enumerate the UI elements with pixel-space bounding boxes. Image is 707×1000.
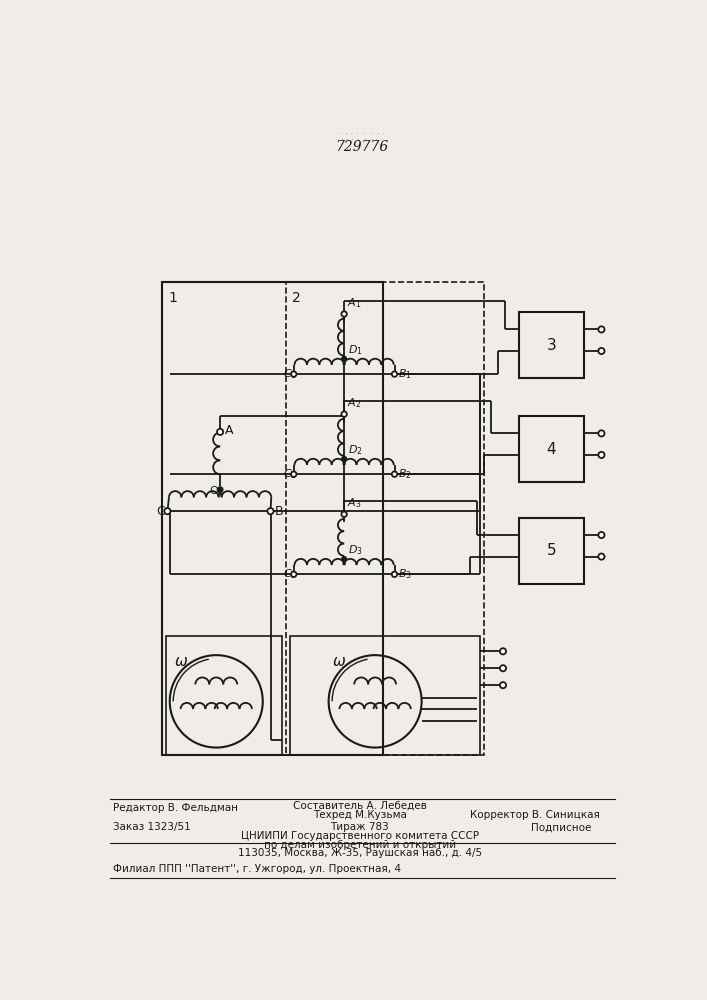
Text: 5: 5: [547, 543, 556, 558]
Circle shape: [500, 682, 506, 688]
Circle shape: [598, 326, 604, 333]
Text: B: B: [275, 505, 284, 518]
Circle shape: [341, 557, 346, 561]
Text: 2: 2: [292, 291, 301, 305]
Text: C: C: [156, 505, 165, 518]
Text: $\omega$: $\omega$: [332, 654, 346, 669]
Circle shape: [164, 508, 170, 514]
Text: $C_3$: $C_3$: [283, 567, 297, 581]
Text: 3: 3: [547, 338, 556, 353]
Text: Техред М.Кузьма: Техред М.Кузьма: [312, 810, 407, 820]
Circle shape: [291, 371, 296, 377]
Bar: [290, 636, 480, 755]
Circle shape: [341, 456, 346, 461]
Circle shape: [598, 348, 604, 354]
Text: Заказ 1323/51: Заказ 1323/51: [113, 822, 191, 832]
Text: Составитель А. Лебедев: Составитель А. Лебедев: [293, 801, 426, 811]
Circle shape: [598, 452, 604, 458]
Text: Корректор В. Синицкая: Корректор В. Синицкая: [470, 810, 600, 820]
Text: $C_2$: $C_2$: [283, 467, 297, 481]
Circle shape: [341, 411, 347, 417]
Text: Подписное: Подписное: [531, 822, 591, 832]
Text: $B_1$: $B_1$: [397, 367, 411, 381]
Circle shape: [341, 512, 347, 517]
Text: $A_2$: $A_2$: [347, 396, 361, 410]
Circle shape: [217, 429, 223, 435]
Circle shape: [500, 648, 506, 654]
Circle shape: [392, 371, 397, 377]
Text: Редактор В. Фельдман: Редактор В. Фельдман: [113, 803, 238, 813]
Text: $D_1$: $D_1$: [348, 343, 363, 357]
Circle shape: [341, 356, 346, 361]
Bar: [162, 282, 383, 755]
Text: O: O: [209, 486, 218, 496]
Text: $B_2$: $B_2$: [397, 467, 411, 481]
Circle shape: [291, 572, 296, 577]
Bar: [286, 282, 484, 755]
Text: . . . .  .  . . .: . . . . . . . .: [339, 127, 385, 136]
Circle shape: [291, 472, 296, 477]
Text: 729776: 729776: [335, 140, 389, 154]
Circle shape: [392, 572, 397, 577]
Text: $A_3$: $A_3$: [347, 497, 362, 510]
Text: $D_2$: $D_2$: [348, 443, 363, 457]
Text: . . . .  . . . .: . . . . . . . .: [341, 133, 383, 142]
Bar: [166, 636, 282, 755]
Text: 4: 4: [547, 442, 556, 457]
Circle shape: [598, 554, 604, 560]
Text: $\omega$: $\omega$: [174, 654, 188, 669]
Text: $C_1$: $C_1$: [283, 367, 297, 381]
Bar: [518, 518, 585, 584]
Circle shape: [392, 472, 397, 477]
Text: по делам изобретений и открытий: по делам изобретений и открытий: [264, 840, 456, 850]
Text: A: A: [225, 424, 233, 437]
Text: $A_1$: $A_1$: [347, 296, 362, 310]
Text: $D_3$: $D_3$: [348, 544, 363, 557]
Text: Филиал ППП ''Патент'', г. Ужгород, ул. Проектная, 4: Филиал ППП ''Патент'', г. Ужгород, ул. П…: [113, 864, 401, 874]
Circle shape: [598, 532, 604, 538]
Text: Тираж 783: Тираж 783: [330, 822, 389, 832]
Circle shape: [218, 487, 223, 492]
Circle shape: [341, 311, 347, 317]
Circle shape: [500, 665, 506, 671]
Bar: [518, 312, 585, 378]
Text: $B_3$: $B_3$: [397, 567, 411, 581]
Text: 1: 1: [168, 291, 177, 305]
Text: 113035, Москва, Ж-35, Раушская наб., д. 4/5: 113035, Москва, Ж-35, Раушская наб., д. …: [238, 848, 481, 858]
Circle shape: [267, 508, 274, 514]
Bar: [518, 416, 585, 482]
Circle shape: [598, 430, 604, 436]
Text: ЦНИИПИ Государственного комитета СССР: ЦНИИПИ Государственного комитета СССР: [240, 831, 479, 841]
